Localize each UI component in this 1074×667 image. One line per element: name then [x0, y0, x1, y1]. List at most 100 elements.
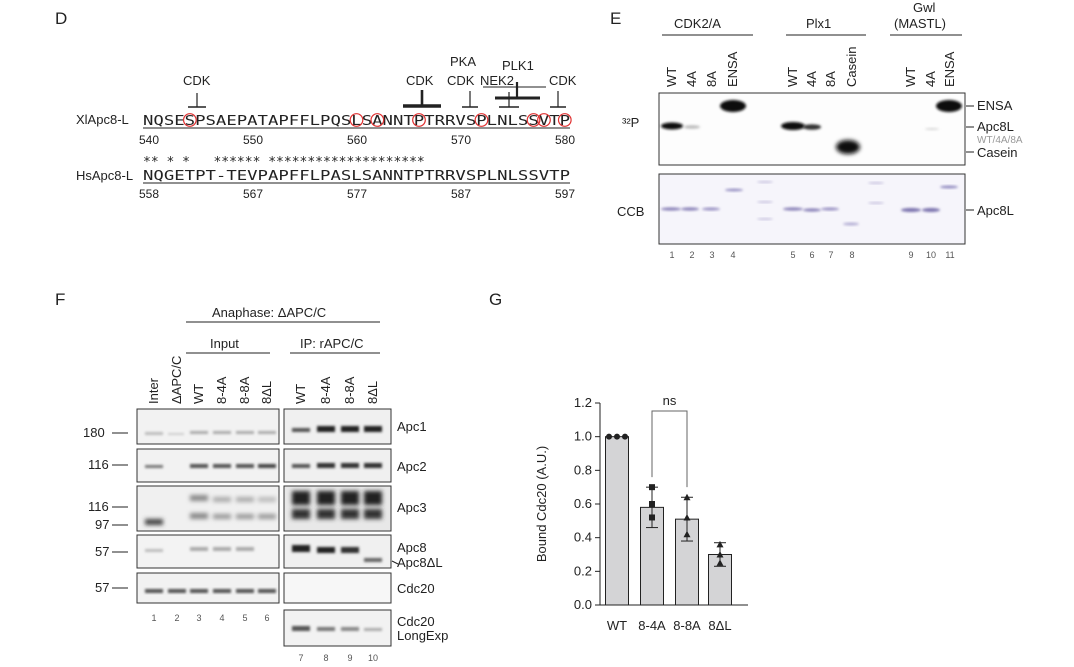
mw-57b: 57 [95, 580, 109, 595]
data-point [614, 433, 620, 440]
f-lane-number: 6 [264, 613, 269, 623]
phosphosite-circle [412, 113, 426, 127]
f-header-ip: IP: rAPC/C [300, 336, 364, 351]
data-point [649, 501, 655, 507]
mw-116b: 116 [88, 499, 109, 514]
xl-num-580: 580 [555, 133, 575, 147]
data-point [716, 559, 724, 566]
f-lane-labels: Inter ΔAPC/C WT 8-4A 8-8A 8ΔL WT 8-4A 8-8A 8ΔL [146, 356, 380, 404]
label-apc8l: Apc8L [977, 119, 1014, 134]
e-right-labels: ENSA Apc8L WT/4A/8A Casein Apc8L [966, 98, 1023, 218]
hs-num-597: 597 [555, 187, 575, 201]
e-lane-number: 6 [809, 250, 814, 260]
e-lane-label: ENSA [942, 51, 957, 87]
f-lane-number: 3 [196, 613, 201, 623]
f-lane-label: 8-8A [342, 376, 357, 404]
f-lane-label: 8ΔL [259, 381, 274, 404]
kinase-nek2-label: NEK2 [480, 73, 514, 88]
data-point [683, 513, 691, 521]
e-lane-number: 1 [669, 250, 674, 260]
hs-numbering: 558 567 577 587 597 [139, 187, 575, 201]
e-lane-numbers: 1 2 3 4 5 6 7 8 9 10 11 [669, 250, 954, 260]
f-lane-number: 10 [368, 653, 378, 663]
label-cdc20: Cdc20 [397, 581, 435, 596]
f-lane-number: 7 [298, 653, 303, 663]
e-lane-label: 4A [923, 71, 938, 87]
bar-chart: 0.0 0.2 0.4 0.6 0.8 1.0 1.2 Bound Cdc20 (A.U.) W… [534, 393, 748, 633]
e-lane-number: 7 [828, 250, 833, 260]
f-lane-number: 5 [242, 613, 247, 623]
xl-sequence: NQSESPSAEPATAPFFLPQSLSANNTPTRRVSPLNLSSVT… [143, 114, 570, 129]
y-tick-label: 1.2 [574, 395, 592, 410]
xl-numbering: 540 550 560 570 580 [139, 133, 575, 147]
label-apc2: Apc2 [397, 459, 427, 474]
data-point [683, 530, 691, 538]
significance-bracket [651, 410, 688, 488]
group-mastl: (MASTL) [894, 16, 946, 31]
label-apc8dl: Apc8ΔL [397, 555, 443, 570]
phosphosite-circle [370, 113, 385, 127]
y-tick-label: 0.6 [574, 496, 592, 511]
xl-num-560: 560 [347, 133, 367, 147]
e-lane-number: 10 [926, 250, 936, 260]
label-apc8l-ccb: Apc8L [977, 203, 1014, 218]
x-tick-label: 8ΔL [708, 618, 731, 633]
f-lane-number: 9 [347, 653, 352, 663]
data-point [716, 551, 724, 558]
f-lane-number: 8 [323, 653, 328, 663]
data-point [683, 493, 691, 501]
x-tick-label: WT [607, 618, 627, 633]
f-lane-label: 8-4A [318, 376, 333, 404]
mw-57a: 57 [95, 544, 109, 559]
phosphosite-circle [557, 113, 572, 127]
f-lane-number: 4 [219, 613, 224, 623]
bar [605, 436, 629, 606]
e-lane-label: ENSA [725, 51, 740, 87]
kinase-site-markers: CDK CDK PKA CDK NEK2 PLK1 CDK [183, 54, 577, 108]
hs-num-558: 558 [139, 187, 159, 201]
f-blot-labels: Apc1 Apc2 Apc3 Apc8 Apc8ΔL Cdc20 Cdc20 L… [391, 419, 448, 643]
label-apc8: Apc8 [397, 540, 427, 555]
f-lane-number: 2 [174, 613, 179, 623]
y-tick-label: 1.0 [574, 429, 592, 444]
f-lane-number: 1 [151, 613, 156, 623]
e-lane-number: 4 [730, 250, 735, 260]
annotation-ns: ns [663, 393, 677, 408]
f-lane-numbers: 1 2 3 4 5 6 7 8 9 10 [151, 613, 378, 663]
label-ensa: ENSA [977, 98, 1013, 113]
e-lane-label: WT [785, 67, 800, 87]
y-tick-label: 0.0 [574, 597, 592, 612]
e-lane-number: 8 [849, 250, 854, 260]
xl-num-570: 570 [451, 133, 471, 147]
f-lane-label: 8-4A [214, 376, 229, 404]
kinase-plk1-label: PLK1 [502, 58, 534, 73]
ccb-bands [661, 181, 958, 226]
f-lane-label: WT [191, 384, 206, 404]
ccb-label: CCB [617, 204, 644, 219]
kinase-cdk-label-4: CDK [549, 73, 577, 88]
e-lane-label: WT [903, 67, 918, 87]
hs-num-577: 577 [347, 187, 367, 201]
f-lane-label: ΔAPC/C [169, 356, 184, 404]
blot-apc1-input [136, 408, 280, 445]
y-tick-label: 0.8 [574, 462, 592, 477]
phosphosite-circle [526, 113, 541, 127]
data-point [622, 433, 628, 440]
hs-seq-label: HsApc8-L [76, 168, 133, 183]
f-lane-label: WT [293, 384, 308, 404]
e-lane-number: 5 [790, 250, 795, 260]
xl-seq-label: XlApc8-L [76, 112, 129, 127]
f-lane-label: 8ΔL [365, 381, 380, 404]
label-cdc20-longexp-2: LongExp [397, 628, 448, 643]
label-apc3: Apc3 [397, 500, 427, 515]
xl-num-540: 540 [139, 133, 159, 147]
panel-e-letter: E [610, 9, 621, 28]
xl-num-550: 550 [243, 133, 263, 147]
group-cdk2a: CDK2/A [674, 16, 721, 31]
kinase-cdk-label-1: CDK [183, 73, 211, 88]
e-lane-label: Casein [844, 47, 859, 87]
phosphosite-circle [349, 113, 364, 127]
e-lane-label: 8A [823, 71, 838, 87]
y-tick-label: 0.4 [574, 530, 592, 545]
